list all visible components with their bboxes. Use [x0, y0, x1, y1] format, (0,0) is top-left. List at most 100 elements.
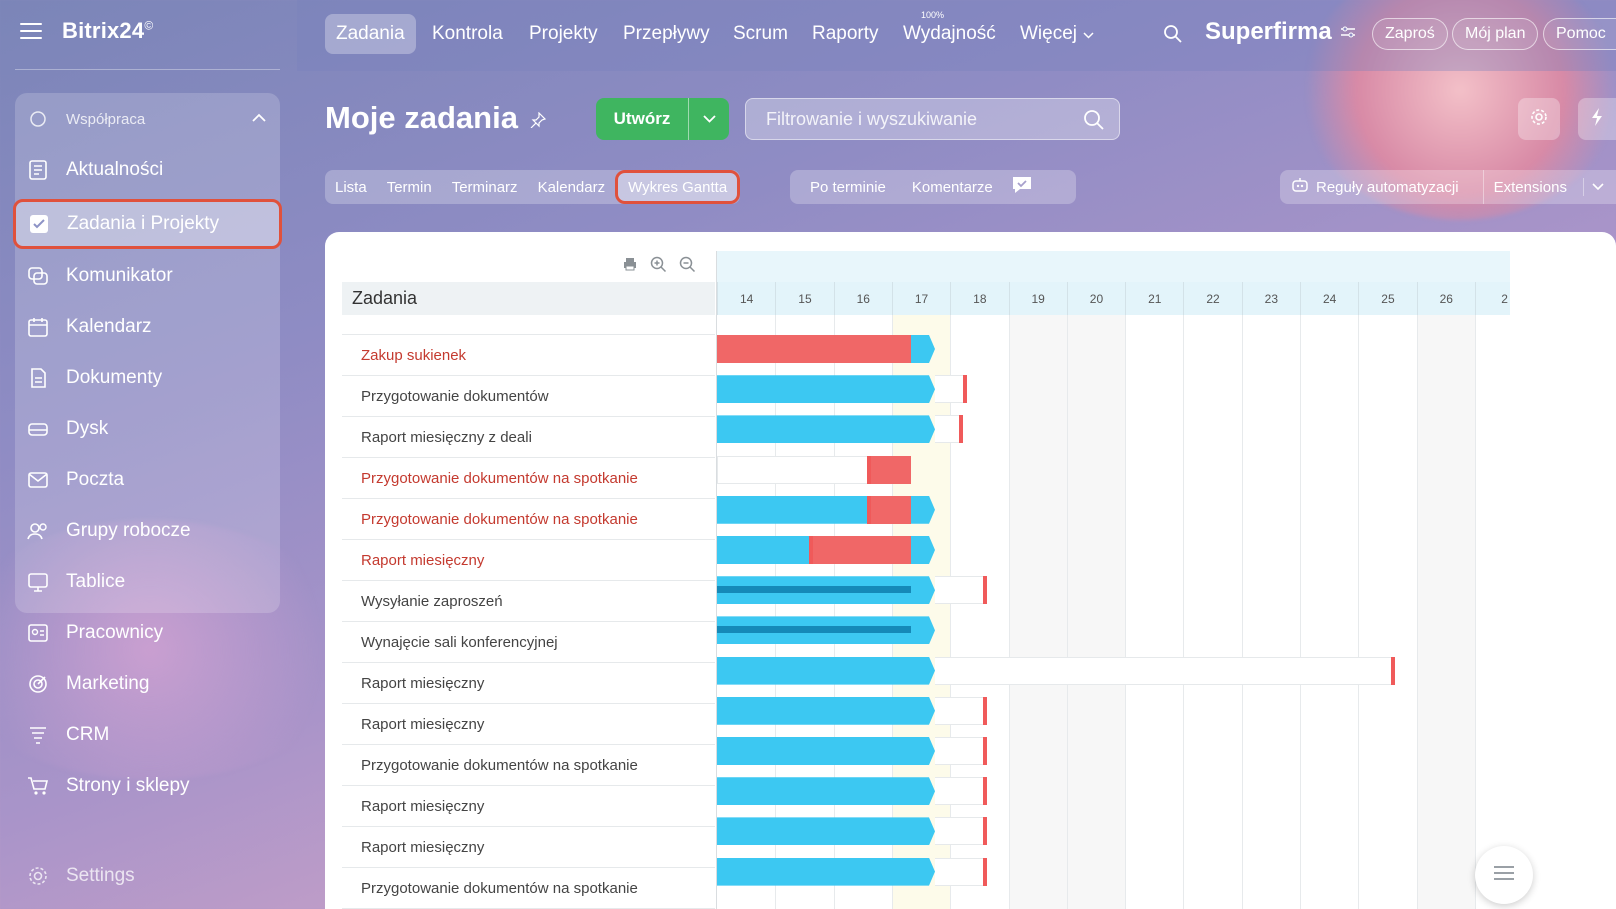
search-placeholder: Filtrowanie i wyszukiwanie — [766, 108, 978, 129]
automation-rules-button[interactable]: Reguły automatyzacji — [1316, 178, 1459, 196]
group-icon — [26, 519, 50, 543]
zoom-out-icon[interactable] — [679, 256, 696, 278]
day-label: 20 — [1066, 282, 1125, 315]
sidebar-item-settings[interactable]: Settings — [15, 853, 280, 899]
task-row[interactable]: Przygotowanie dokumentów na spotkanie — [342, 458, 715, 499]
chevron-up-icon[interactable] — [252, 110, 266, 127]
gear-icon — [26, 864, 50, 888]
menu-icon[interactable] — [20, 23, 42, 39]
day-column-line — [1008, 315, 1010, 909]
company-name[interactable]: Superfirma — [1205, 18, 1356, 46]
overdue-bar — [867, 455, 911, 484]
deadline-range — [935, 737, 987, 765]
sidebar-item-label: Dokumenty — [66, 367, 163, 388]
search-icon[interactable] — [1083, 109, 1105, 136]
view-tab-termin[interactable]: Termin — [386, 178, 432, 196]
task-row[interactable]: Przygotowanie dokumentów — [342, 376, 715, 417]
day-label: 22 — [1183, 282, 1241, 315]
sidebar-item-strony[interactable]: Strony i sklepy — [15, 763, 280, 809]
task-row[interactable]: Wynajęcie sali konferencyjnej — [342, 622, 715, 663]
comment-check-icon[interactable] — [1011, 175, 1033, 200]
tab-wiecej[interactable]: Więcej — [1009, 14, 1105, 54]
tab-wydajnosc[interactable]: Wydajność — [903, 23, 996, 44]
day-column-line — [1066, 315, 1068, 909]
task-row[interactable]: Raport miesięczny — [342, 827, 715, 868]
sidebar-item-pracownicy[interactable]: Pracownicy — [15, 610, 280, 656]
brand-logo[interactable]: Bitrix24© — [62, 18, 154, 43]
task-row[interactable]: Raport miesięczny — [342, 540, 715, 581]
sort-by-deadline[interactable]: Po terminie — [810, 178, 886, 196]
day-column-line — [1241, 315, 1243, 909]
sidebar-item-aktualnosci[interactable]: Aktualności — [15, 147, 280, 193]
invite-button[interactable]: Zaproś — [1372, 18, 1448, 50]
chat-icon — [26, 264, 50, 288]
view-tab-terminarz[interactable]: Terminarz — [451, 178, 518, 196]
tab-kontrola[interactable]: Kontrola — [432, 23, 503, 44]
chevron-down-icon[interactable] — [689, 98, 729, 140]
zoom-in-icon[interactable] — [650, 256, 667, 278]
sidebar-item-dysk[interactable]: Dysk — [15, 406, 280, 452]
pin-icon[interactable] — [530, 100, 547, 136]
sidebar-item-zadania[interactable]: Zadania i Projekty — [13, 199, 282, 249]
gantt-toolbar — [622, 256, 696, 278]
extensions-button[interactable]: Extensions — [1482, 170, 1577, 204]
sidebar-item-dokumenty[interactable]: Dokumenty — [15, 355, 280, 401]
page-title: Moje zadania — [325, 100, 547, 136]
sidebar-group-header[interactable]: Współpraca — [15, 96, 280, 142]
sort-comments[interactable]: Komentarze — [911, 178, 993, 196]
sidebar-item-crm[interactable]: CRM — [15, 712, 280, 758]
search-icon[interactable] — [1163, 24, 1183, 49]
task-row[interactable]: Przygotowanie dokumentów na spotkanie — [342, 868, 715, 909]
task-row[interactable]: Wysyłanie zaproszeń — [342, 581, 715, 622]
day-label: 14 — [717, 282, 775, 315]
progress-bar — [717, 626, 911, 634]
task-row[interactable]: Raport miesięczny — [342, 663, 715, 704]
sidebar-item-kalendarz[interactable]: Kalendarz — [15, 304, 280, 350]
search-input[interactable]: Filtrowanie i wyszukiwanie — [745, 98, 1120, 140]
view-tab-kalendarz[interactable]: Kalendarz — [537, 178, 606, 196]
task-row[interactable]: Raport miesięczny — [342, 704, 715, 745]
sidebar-item-label: Kalendarz — [66, 316, 152, 337]
create-button[interactable]: Utwórz — [596, 98, 729, 140]
deadline-marker — [809, 536, 813, 564]
progress-bar — [717, 586, 911, 594]
settings-button[interactable] — [1518, 98, 1560, 140]
sidebar-item-poczta[interactable]: Poczta — [15, 457, 280, 503]
view-tab-lista[interactable]: Lista — [335, 178, 367, 196]
top-navigation: Zadania Kontrola Projekty Przepływy Scru… — [297, 0, 1616, 71]
tab-scrum[interactable]: Scrum — [733, 23, 788, 44]
task-row[interactable]: Raport miesięczny — [342, 786, 715, 827]
lightning-button[interactable] — [1578, 98, 1616, 140]
weekend-column — [1008, 315, 1067, 909]
sidebar-group-label: Współpraca — [66, 110, 146, 128]
task-row[interactable]: Przygotowanie dokumentów na spotkanie — [342, 745, 715, 786]
tab-przeplywy[interactable]: Przepływy — [623, 23, 710, 44]
sidebar-item-grupy[interactable]: Grupy robocze — [15, 508, 280, 554]
day-label: 23 — [1241, 282, 1300, 315]
collab-icon — [26, 107, 50, 131]
sidebar-item-marketing[interactable]: Marketing — [15, 661, 280, 707]
day-column-line — [891, 315, 893, 909]
timeline-month-row — [717, 251, 1510, 282]
sidebar-item-label: Strony i sklepy — [66, 775, 190, 796]
deadline-range — [935, 696, 987, 725]
robot-icon — [1290, 176, 1310, 199]
tab-zadania[interactable]: Zadania — [325, 14, 416, 54]
help-button[interactable]: Pomoc — [1543, 18, 1616, 50]
task-row[interactable]: Raport miesięczny z deali — [342, 417, 715, 458]
tab-projekty[interactable]: Projekty — [529, 23, 598, 44]
chevron-down-icon[interactable] — [1582, 178, 1604, 196]
tab-raporty[interactable]: Raporty — [812, 23, 879, 44]
task-bar — [717, 657, 935, 685]
print-icon[interactable] — [622, 256, 638, 278]
task-row[interactable]: Zakup sukienek — [342, 335, 715, 376]
view-tab-gantt[interactable]: Wykres Gantta — [615, 170, 741, 204]
day-column-line — [775, 315, 777, 909]
day-column-line — [1416, 315, 1418, 909]
menu-fab[interactable] — [1475, 846, 1533, 904]
my-plan-button[interactable]: Mój plan — [1452, 18, 1539, 50]
task-row[interactable]: Przygotowanie dokumentów na spotkanie — [342, 499, 715, 540]
sidebar-item-komunikator[interactable]: Komunikator — [15, 253, 280, 299]
sidebar-item-tablice[interactable]: Tablice — [15, 559, 280, 605]
sidebar-divider — [15, 69, 280, 70]
